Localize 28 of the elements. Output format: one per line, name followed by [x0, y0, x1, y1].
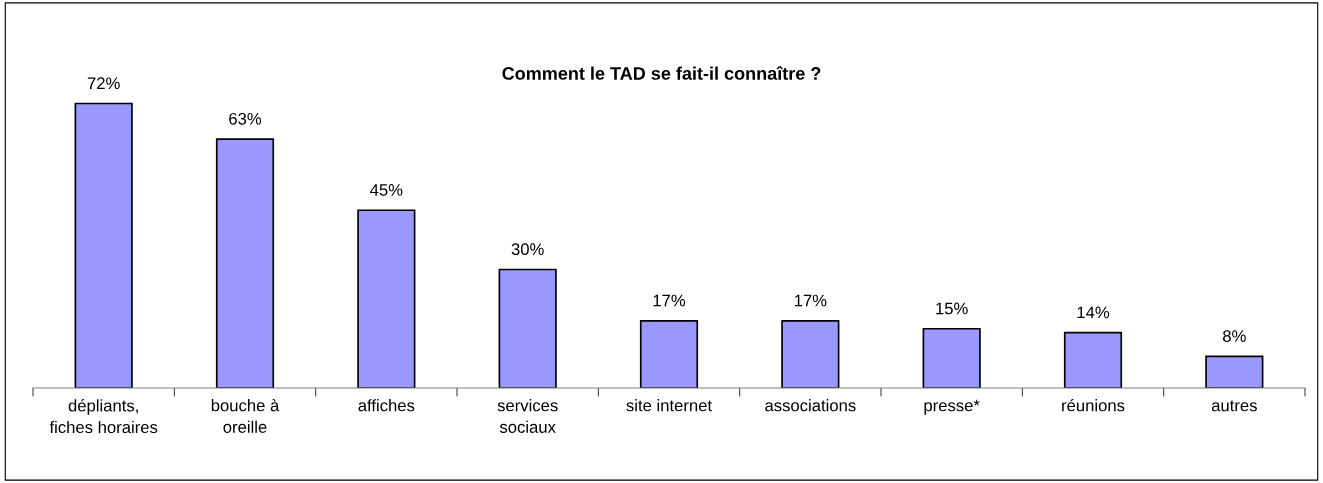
bar: [1205, 355, 1264, 388]
bar: [74, 102, 133, 388]
data-label: 15%: [936, 302, 968, 315]
x-tick-label: services sociaux: [497, 399, 558, 433]
data-label: 63%: [229, 112, 262, 125]
data-label: 8%: [1223, 330, 1246, 342]
data-label: 72%: [87, 77, 120, 90]
x-tick-label: autres: [1211, 400, 1257, 412]
x-tick-label: affiches: [358, 399, 415, 412]
x-tick-label: associations: [765, 399, 856, 412]
bar: [781, 319, 840, 388]
data-label: 17%: [653, 294, 686, 307]
bar: [639, 319, 699, 388]
bar: [922, 327, 981, 388]
data-label: 45%: [370, 184, 403, 196]
bar: [1063, 331, 1123, 388]
bar: [498, 268, 557, 388]
chart-title: Comment le TAD se fait-il connaître ?: [502, 66, 821, 80]
data-label: 14%: [1077, 306, 1110, 319]
x-tick-label: réunions: [1062, 398, 1125, 412]
x-tick-label: dépliants, fiches horaires: [49, 399, 158, 434]
x-tick-label: bouche à oreille: [211, 398, 280, 433]
data-label: 17%: [794, 294, 827, 307]
data-label: 30%: [511, 243, 544, 256]
bar: [357, 209, 416, 388]
x-tick-label: site internet: [626, 399, 712, 412]
bar: [215, 138, 275, 388]
x-tick-label: presse*: [924, 399, 980, 415]
